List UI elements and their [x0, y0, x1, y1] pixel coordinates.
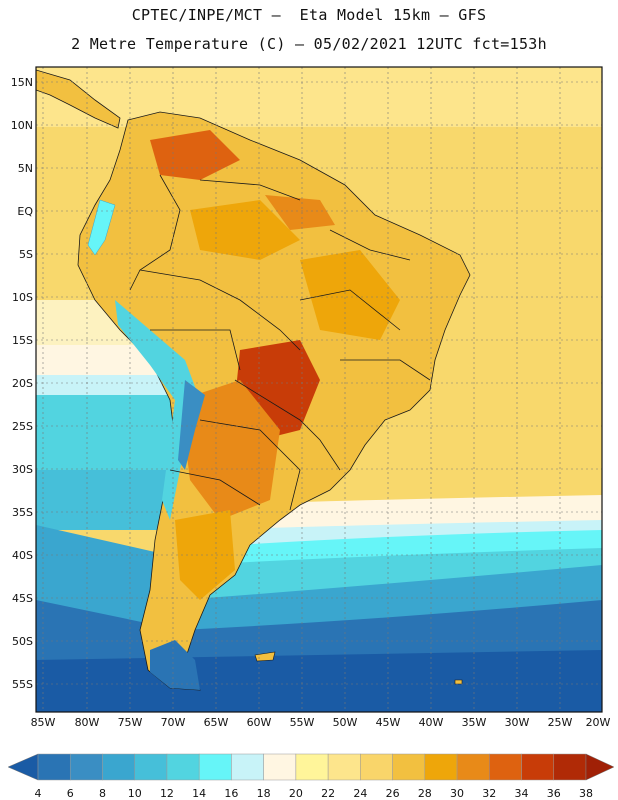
color-legend: 4 6 8 10 12 14 16 18 20 22 24 26 28 30 32 34 36 38 — [7, 753, 615, 800]
lat-label: EQ — [17, 205, 33, 218]
legend-value-label: 16 — [224, 787, 238, 800]
legend-swatch — [166, 753, 200, 781]
lon-label: 30W — [505, 716, 530, 729]
legend-swatch — [392, 753, 426, 781]
lon-label: 75W — [118, 716, 143, 729]
legend-swatch — [327, 753, 361, 781]
legend-value-label: 12 — [160, 787, 174, 800]
legend-arrow-low — [7, 753, 39, 781]
legend-swatch — [360, 753, 393, 781]
lat-label: 50S — [12, 635, 33, 648]
lon-label: 25W — [548, 716, 573, 729]
lon-label: 35W — [462, 716, 487, 729]
legend-value-label: 24 — [353, 787, 367, 800]
legend-value-label: 4 — [35, 787, 42, 800]
lon-label: 85W — [31, 716, 56, 729]
legend-value-label: 18 — [257, 787, 271, 800]
map-title-line-1: CPTEC/INPE/MCT – Eta Model 15km – GFS — [131, 6, 487, 24]
legend-value-label: 36 — [547, 787, 561, 800]
legend-swatch — [521, 753, 555, 781]
lat-label: 15N — [11, 76, 33, 89]
lon-label: 20W — [586, 716, 611, 729]
legend-swatch — [263, 753, 297, 781]
map-border — [35, 66, 603, 713]
lon-label: 80W — [75, 716, 100, 729]
legend-swatch — [231, 753, 264, 781]
lon-label: 45W — [376, 716, 401, 729]
lon-label: 60W — [247, 716, 272, 729]
legend-value-label: 20 — [289, 787, 303, 800]
lon-label: 65W — [204, 716, 229, 729]
lat-label: 35S — [12, 506, 33, 519]
lon-label: 55W — [290, 716, 315, 729]
legend-value-label: 32 — [482, 787, 496, 800]
lat-label: 10N — [11, 119, 33, 132]
latitude-labels: 15N 10N 5N EQ 5S 10S 15S 20S 25S 30S 35S… — [11, 76, 34, 691]
lat-label: 45S — [12, 592, 33, 605]
lat-label: 25S — [12, 420, 33, 433]
lat-label: 10S — [12, 291, 33, 304]
legend-swatch — [198, 753, 232, 781]
legend-value-label: 26 — [386, 787, 400, 800]
map-grid — [36, 67, 602, 712]
lat-label: 30S — [12, 463, 33, 476]
map-title-line-2: 2 Metre Temperature (C) – 05/02/2021 12U… — [71, 35, 547, 53]
legend-swatch — [295, 753, 329, 781]
legend-value-label: 22 — [321, 787, 335, 800]
legend-swatch — [424, 753, 458, 781]
temperature-field — [36, 67, 602, 712]
longitude-labels: 85W 80W 75W 70W 65W 60W 55W 50W 45W 40W … — [31, 716, 611, 729]
legend-swatch — [489, 753, 522, 781]
lon-label: 40W — [419, 716, 444, 729]
lat-label: 5S — [19, 248, 33, 261]
legend-value-label: 38 — [579, 787, 593, 800]
legend-value-label: 8 — [99, 787, 106, 800]
legend-value-label: 30 — [450, 787, 464, 800]
legend-swatch — [456, 753, 490, 781]
lon-label: 50W — [333, 716, 358, 729]
lat-label: 40S — [12, 549, 33, 562]
legend-value-label: 14 — [192, 787, 206, 800]
lat-label: 15S — [12, 334, 33, 347]
lat-label: 5N — [18, 162, 33, 175]
lon-label: 70W — [161, 716, 186, 729]
lat-label: 20S — [12, 377, 33, 390]
legend-value-label: 6 — [67, 787, 74, 800]
legend-swatch — [102, 753, 135, 781]
legend-value-label: 10 — [128, 787, 142, 800]
lat-label: 55S — [12, 678, 33, 691]
legend-swatch — [553, 753, 587, 781]
legend-value-label: 34 — [515, 787, 529, 800]
legend-swatch — [134, 753, 168, 781]
legend-value-label: 28 — [418, 787, 432, 800]
legend-arrow-high — [585, 753, 615, 781]
legend-swatch — [69, 753, 103, 781]
legend-swatch — [37, 753, 71, 781]
